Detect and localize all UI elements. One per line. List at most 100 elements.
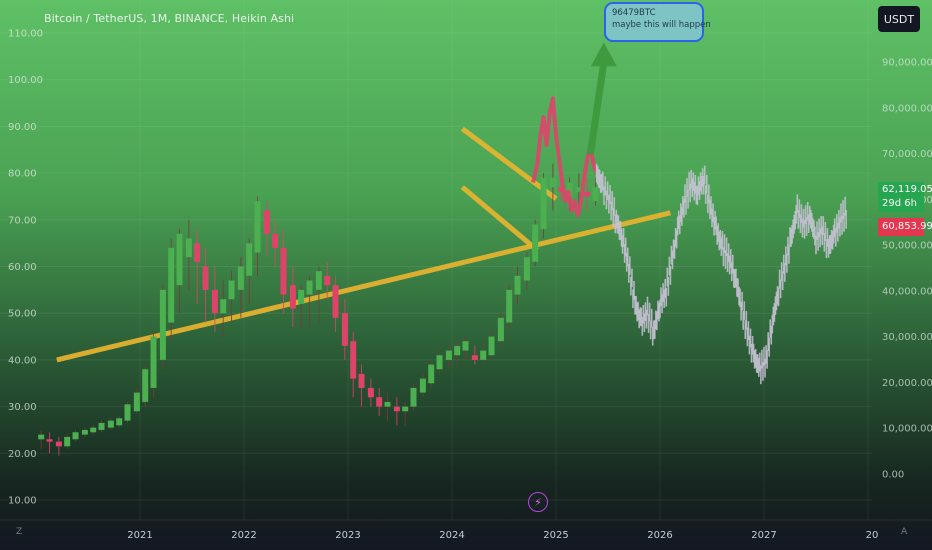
candle-body — [72, 432, 79, 440]
left-axis-tick-label: 20.00 — [8, 449, 37, 460]
currency-button[interactable]: USDT — [878, 6, 920, 32]
candle-body — [410, 387, 417, 407]
candle-body — [176, 233, 183, 286]
annotation-line-2: maybe this will happen — [612, 20, 711, 30]
candle-body — [332, 285, 339, 318]
candle-body — [462, 341, 469, 351]
x-axis-tick-label: 2021 — [127, 530, 152, 541]
candle-body — [514, 275, 521, 295]
right-axis-tick-label: 20,000.00 — [882, 378, 932, 389]
x-axis-tick-label: 2023 — [335, 530, 360, 541]
x-axis-tick-label: 2024 — [439, 530, 464, 541]
footer-right-marker[interactable]: A — [901, 527, 908, 537]
candle-body — [124, 404, 131, 421]
right-axis-tick-label: 30,000.00 — [882, 332, 932, 343]
candle-body — [90, 427, 97, 433]
candle-body — [246, 243, 253, 276]
candle-body — [419, 378, 426, 393]
x-axis-tick-label: 20 — [866, 530, 879, 541]
candle-body — [402, 406, 409, 412]
candle-body — [358, 373, 365, 388]
candle-body — [315, 271, 322, 290]
candle-body — [445, 350, 452, 360]
x-axis-tick-label: 2025 — [543, 530, 568, 541]
candle-body — [471, 355, 478, 360]
bar-countdown: 29d 6h — [882, 198, 917, 209]
candle-body — [376, 397, 383, 407]
candle-body — [592, 187, 599, 202]
symbol-title[interactable]: Bitcoin / TetherUS, 1M, BINANCE, Heikin … — [44, 12, 295, 25]
candle-body — [306, 280, 313, 295]
left-axis-tick-label: 50.00 — [8, 309, 37, 320]
lightning-bolt-icon[interactable]: ⚡ — [528, 492, 548, 512]
candle-body — [549, 177, 556, 188]
candle-body — [55, 441, 62, 447]
low-price-tag: 60,853.99 — [878, 218, 932, 236]
candle-body — [393, 406, 400, 412]
candle-body — [540, 177, 547, 230]
candle-body — [367, 387, 374, 398]
right-axis-tick-label: 70,000.00 — [882, 149, 932, 160]
candle-body — [350, 341, 357, 379]
candle-body — [523, 257, 530, 281]
candle-body — [64, 436, 71, 447]
left-axis-tick-label: 40.00 — [8, 355, 37, 366]
candle-body — [228, 280, 235, 300]
speculative-red-path — [531, 96, 599, 218]
left-axis-tick-label: 70.00 — [8, 215, 37, 226]
candle-body — [107, 420, 114, 428]
candle-body — [142, 369, 149, 402]
left-axis-tick-label: 60.00 — [8, 262, 37, 273]
candle-body — [168, 247, 175, 323]
left-axis-tick-label: 110.00 — [8, 29, 43, 40]
candle-body — [497, 317, 504, 342]
candle-body — [506, 289, 513, 323]
trendline-long-support — [56, 210, 671, 363]
left-axis-tick-label: 90.00 — [8, 122, 37, 133]
right-axis-tick-label: 80,000.00 — [882, 103, 932, 114]
left-axis-tick-label: 10.00 — [8, 496, 37, 507]
candle-body — [150, 336, 157, 388]
trendline-upper-wedge — [460, 126, 558, 201]
candle-body — [488, 336, 495, 356]
annotation-callout[interactable]: 96479BTC maybe this will happen — [604, 2, 711, 42]
x-axis-tick-label: 2022 — [231, 530, 256, 541]
candle-body — [254, 201, 261, 253]
right-axis-tick-label: 40,000.00 — [882, 286, 932, 297]
candle-body — [272, 233, 279, 248]
candle-body — [575, 187, 582, 192]
candle-body — [194, 243, 201, 262]
candle-body — [185, 238, 192, 258]
annotation-line-1: 96479BTC — [612, 8, 656, 18]
left-axis-tick-label: 100.00 — [8, 75, 43, 86]
x-axis-tick-label: 2027 — [751, 530, 776, 541]
candle-body — [428, 364, 435, 384]
arrow-shaft — [586, 61, 608, 155]
candle-body — [81, 429, 88, 435]
candle-body — [480, 350, 487, 360]
candle-body — [159, 289, 166, 360]
left-axis-tick-label: 30.00 — [8, 402, 37, 413]
right-axis-tick-label: 10,000.00 — [882, 424, 932, 435]
trendline-lower-wedge — [460, 185, 539, 253]
candle-body — [384, 401, 391, 407]
candle-body — [454, 345, 461, 356]
candle-body — [98, 422, 105, 430]
candle-body — [46, 439, 53, 442]
x-axis-tick-label: 2026 — [647, 530, 672, 541]
candle-body — [566, 182, 573, 197]
candle-body — [133, 392, 140, 412]
candle-body — [220, 299, 227, 314]
candle-body — [237, 266, 244, 290]
current-price-tag: 62,119.05 29d 6h — [878, 182, 932, 212]
candle-body — [558, 187, 565, 192]
candle-body — [341, 313, 348, 346]
candle-body — [280, 247, 287, 295]
footer-left-marker[interactable]: Z — [16, 527, 23, 537]
candle-body — [324, 275, 331, 286]
candle-body — [584, 191, 591, 197]
candle-body — [202, 266, 209, 290]
